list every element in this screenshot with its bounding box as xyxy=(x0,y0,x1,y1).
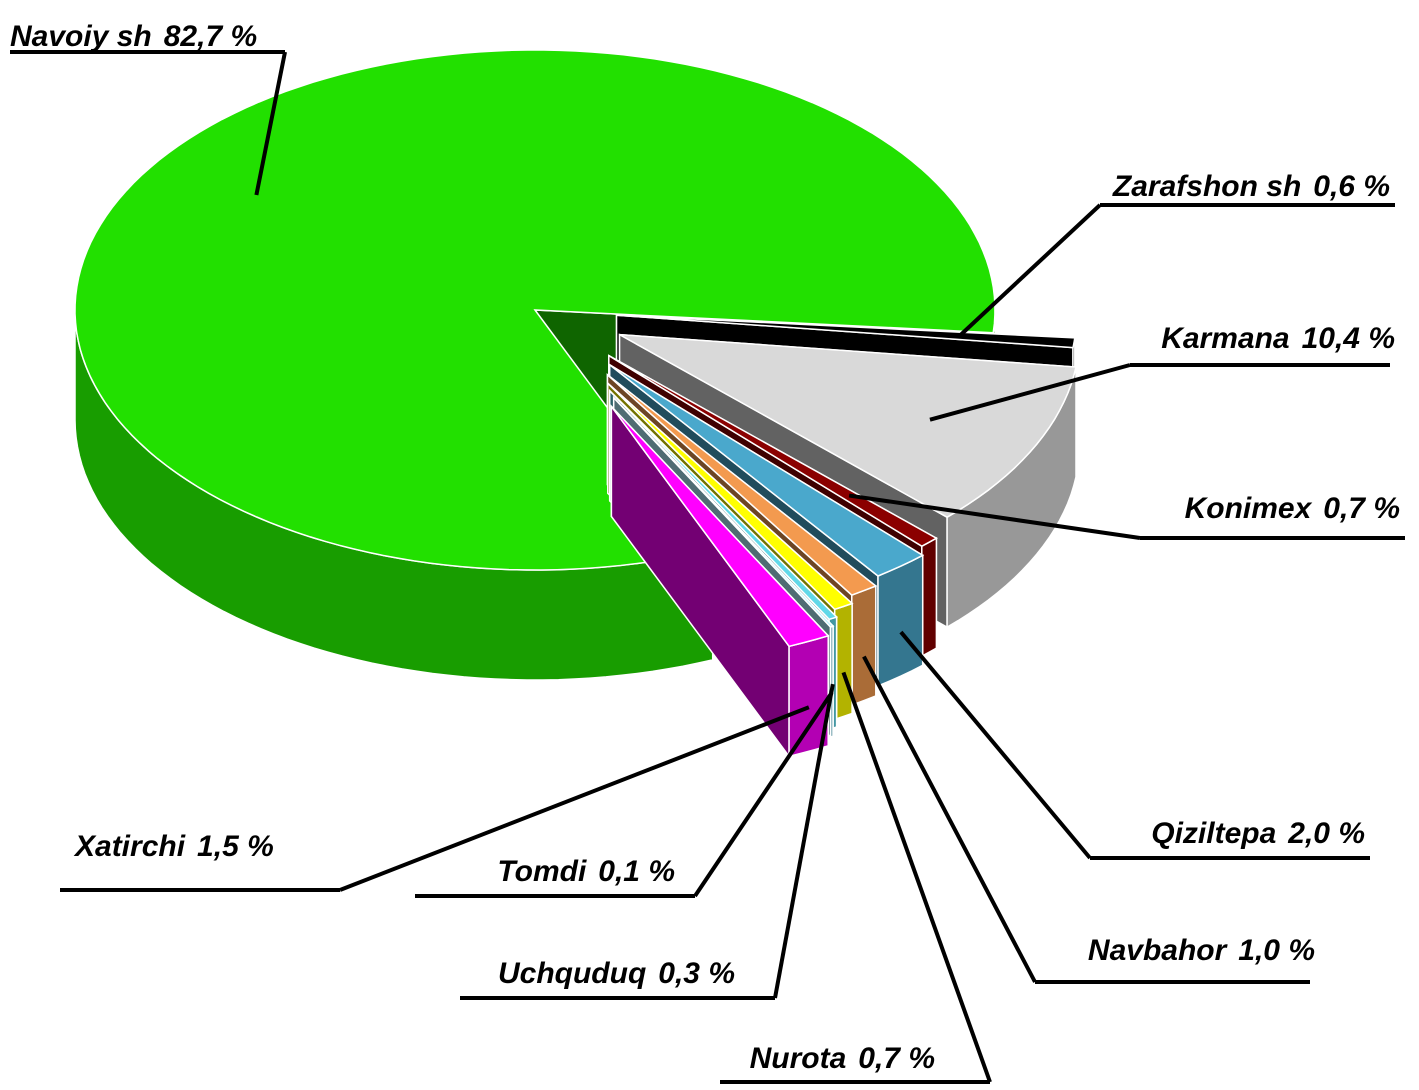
slice-side xyxy=(877,554,924,688)
label-name: Navbahor xyxy=(1088,934,1229,967)
slice-label: Nurota 0,7 % xyxy=(750,1042,935,1075)
slice-top xyxy=(607,382,854,611)
slice-label: Konimex 0,7 % xyxy=(1185,492,1400,525)
label-value: 2,0 % xyxy=(1287,817,1365,850)
leader-line xyxy=(848,493,1141,540)
label-value: 0,7 % xyxy=(858,1042,935,1075)
leader-line xyxy=(339,705,810,892)
label-name: Qiziltepa xyxy=(1151,817,1276,850)
label-value: 82,7 % xyxy=(164,20,257,53)
slice-side xyxy=(851,584,877,707)
label-value: 1,5 % xyxy=(197,830,274,863)
slice-label: Navoiy sh 82,7 % xyxy=(10,20,257,53)
slice-label: Navbahor 1,0 % xyxy=(1088,934,1315,967)
slice-side xyxy=(921,536,938,658)
leader-line xyxy=(254,51,287,196)
slice-label: Karmana 10,4 % xyxy=(1161,322,1395,355)
label-value: 1,0 % xyxy=(1238,934,1315,967)
slice-top xyxy=(609,390,838,621)
label-name: Tomdi xyxy=(497,855,587,888)
slice-label: Zarafshon sh 0,6 % xyxy=(1112,170,1390,203)
label-name: Konimex xyxy=(1185,492,1313,525)
slice-top xyxy=(609,364,925,577)
slice-top xyxy=(74,49,996,571)
leader-line xyxy=(929,363,1131,422)
slice-top xyxy=(606,374,878,596)
slice xyxy=(610,404,830,759)
label-name: Xatirchi xyxy=(73,830,186,863)
leader-line xyxy=(958,203,1102,338)
label-value: 0,3 % xyxy=(658,957,735,990)
label-name: Zarafshon sh xyxy=(1112,170,1301,203)
leader-line xyxy=(773,683,835,999)
leader-line xyxy=(862,655,1037,983)
slice-top xyxy=(616,314,1076,349)
slice-label: Xatirchi 1,5 % xyxy=(73,830,274,863)
slice-top xyxy=(619,333,1077,519)
leader-line xyxy=(841,671,992,1083)
slice-side xyxy=(829,625,834,739)
label-name: Navoiy sh xyxy=(10,20,152,53)
label-name: Karmana xyxy=(1161,322,1289,355)
label-value: 10,4 % xyxy=(1302,322,1395,355)
leader-line xyxy=(899,630,1092,860)
slice-top xyxy=(613,397,835,628)
leader-line xyxy=(693,691,834,898)
label-value: 0,7 % xyxy=(1323,492,1400,525)
slice-label: Qiziltepa 2,0 % xyxy=(1151,817,1365,850)
label-value: 0,6 % xyxy=(1313,170,1390,203)
slice-top xyxy=(610,405,830,648)
label-name: Uchquduq xyxy=(498,957,646,990)
label-value: 0,1 % xyxy=(598,855,675,888)
label-name: Nurota xyxy=(750,1042,847,1075)
slice-top xyxy=(608,354,938,548)
slice-label: Tomdi 0,1 % xyxy=(497,855,675,888)
slice-label: Uchquduq 0,3 % xyxy=(498,957,735,990)
